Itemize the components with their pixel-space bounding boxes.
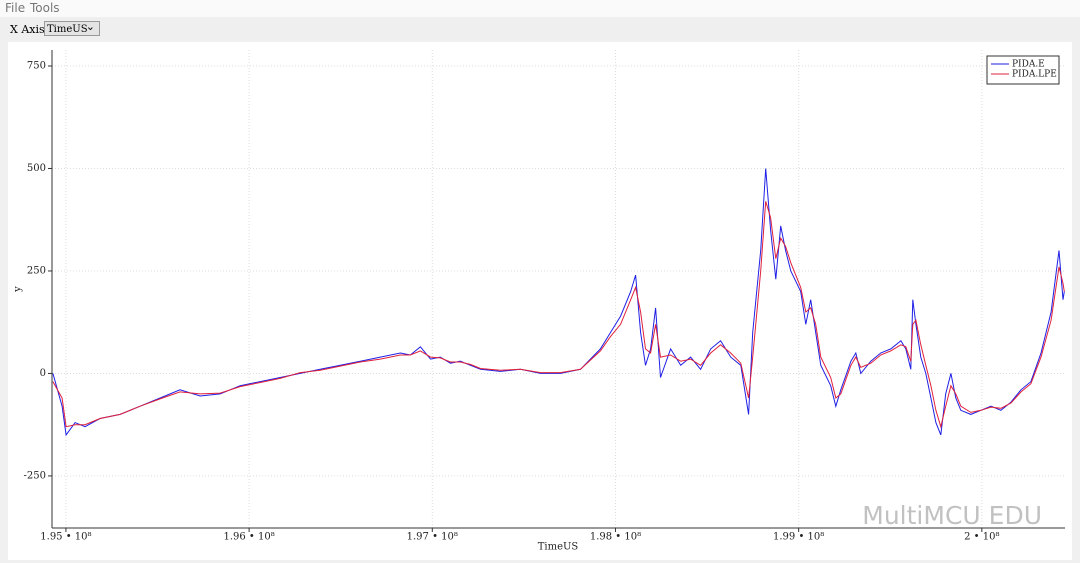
watermark: MultiMCU EDU bbox=[862, 501, 1042, 530]
x-axis-select[interactable]: TimeUS bbox=[44, 19, 100, 36]
y-tick-label: 0 bbox=[40, 368, 46, 379]
select-value: TimeUS bbox=[47, 24, 88, 35]
series-line bbox=[52, 168, 1065, 437]
legend-box bbox=[986, 55, 1060, 85]
y-tick-label: 750 bbox=[27, 60, 46, 71]
legend-label: PIDA.E bbox=[1012, 60, 1045, 70]
x-tick-label: 1.98 • 10⁸ bbox=[590, 532, 641, 543]
menu-item[interactable]: Tools bbox=[30, 1, 60, 15]
y-tick-label: 250 bbox=[27, 265, 46, 276]
x-tick-label: 1.99 • 10⁸ bbox=[773, 532, 824, 543]
y-tick-label: -250 bbox=[24, 470, 46, 481]
plot-panel bbox=[8, 42, 1072, 560]
legend-label: PIDA.LPE bbox=[1012, 70, 1057, 80]
y-axis-title: y bbox=[13, 286, 24, 293]
x-tick-label: 1.96 • 10⁸ bbox=[223, 532, 274, 543]
x-tick-label: 1.95 • 10⁸ bbox=[40, 532, 91, 543]
x-axis-label: X Axis bbox=[10, 23, 45, 36]
menu-item[interactable]: File bbox=[5, 1, 26, 15]
menu-bar: File Tools bbox=[0, 0, 1080, 17]
x-tick-label: 2 • 10⁸ bbox=[964, 532, 999, 543]
x-axis-title: TimeUS bbox=[538, 542, 579, 553]
series-line bbox=[52, 201, 1065, 429]
y-tick-label: 500 bbox=[27, 163, 46, 174]
toolbar: X Axis TimeUS bbox=[0, 18, 1080, 40]
x-tick-label: 1.97 • 10⁸ bbox=[407, 532, 458, 543]
